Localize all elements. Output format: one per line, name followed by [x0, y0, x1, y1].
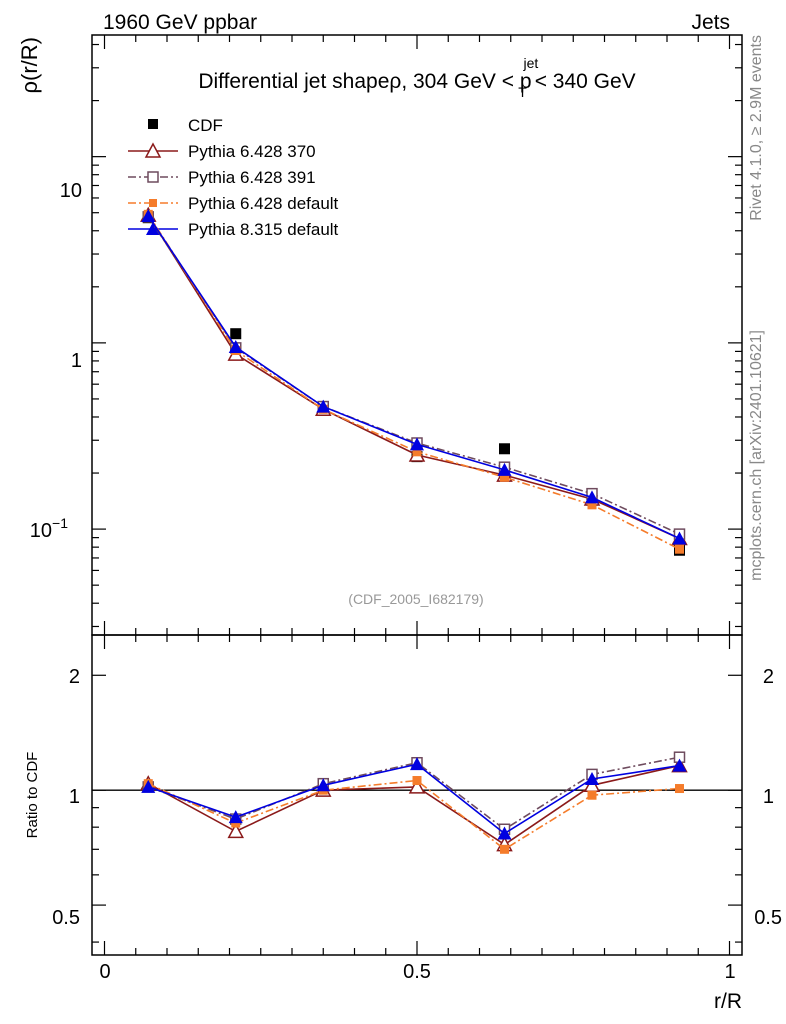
ratio-point-pythia-6-428-default	[412, 776, 422, 786]
title-sup: jet	[523, 55, 539, 71]
watermark: (CDF_2005_I682179)	[348, 591, 483, 607]
main-point-pythia-8-315-default	[316, 399, 331, 413]
main-plot-data	[139, 206, 688, 556]
ratio-ytick-label-1-left: 1	[69, 786, 80, 808]
main-point-pythia-8-315-default	[497, 462, 512, 476]
main-point-pythia-6-428-default	[587, 500, 597, 510]
ratio-ytick-label-1-right: 1	[763, 786, 774, 808]
ratio-point-pythia-8-315-default	[316, 778, 331, 792]
title-tail: < 340 GeV	[529, 70, 636, 93]
legend-label-p8default: Pythia 8.315 default	[188, 220, 339, 239]
ratio-point-pythia-8-315-default	[585, 771, 599, 785]
ratio-series-line-pythia-8-315-default	[148, 763, 680, 835]
title-sub: T	[518, 84, 527, 100]
ratio-plot-frame	[91, 634, 743, 956]
main-y-axis-label: ρ(r/R)	[17, 37, 42, 94]
header-left: 1960 GeV ppbar	[103, 11, 257, 34]
legend-marker-p391	[147, 171, 159, 183]
ratio-plot-data	[139, 751, 688, 854]
ratio-ytick-label-2-left: 2	[69, 666, 80, 688]
ratio-point-pythia-8-315-default	[672, 758, 687, 772]
legend-label-cdf: CDF	[188, 116, 223, 135]
ratio-point-pythia-6-428-370	[408, 778, 426, 794]
ytick-pow-base: 10	[30, 520, 52, 542]
ratio-ytick-label-0.5-right: 0.5	[754, 907, 782, 929]
ratio-point-pythia-8-315-default	[410, 757, 424, 771]
ratio-point-pythia-8-315-default	[228, 810, 243, 824]
main-point-pythia-6-428-default	[412, 447, 422, 457]
title-main: Differential jet shapeρ, 304 GeV < p	[198, 70, 531, 93]
ratio-ytick-label-2-right: 2	[763, 666, 774, 688]
legend-marker-cdf	[148, 119, 158, 129]
ratio-point-pythia-8-315-default	[141, 779, 156, 793]
legend: CDF Pythia 6.428 370 Pythia 6.428 391 Py…	[128, 116, 339, 239]
legend-label-p6default: Pythia 6.428 default	[188, 194, 339, 213]
ratio-point-pythia-6-428-370	[227, 822, 245, 839]
ratio-point-pythia-6-428-default	[675, 784, 684, 794]
main-point-cdf	[499, 443, 510, 455]
main-y-ticks	[92, 35, 742, 635]
main-series-line-pythia-6-428-370	[147, 214, 680, 540]
ytick-label-0.1: 10−1	[30, 515, 68, 542]
main-series-line-pythia-8-315-default	[147, 215, 680, 540]
legend-marker-p6default	[149, 199, 157, 207]
main-point-pythia-6-428-default	[675, 544, 684, 554]
legend-label-p370: Pythia 6.428 370	[188, 142, 316, 161]
xtick-label-0: 0	[99, 961, 110, 983]
legend-label-p391: Pythia 6.428 391	[188, 168, 316, 187]
ytick-pow-exp: −1	[52, 515, 68, 531]
header-right: Jets	[691, 11, 730, 34]
main-point-cdf	[230, 328, 242, 340]
ratio-y-axis-label: Ratio to CDF	[24, 752, 41, 839]
ratio-ytick-label-0.5-left: 0.5	[52, 907, 80, 929]
ratio-ticks	[92, 635, 742, 955]
xtick-label-0.5: 0.5	[403, 961, 431, 983]
main-title: Differential jet shapeρ, 304 GeV < pjet T…	[198, 55, 635, 100]
ratio-point-pythia-6-428-default	[587, 790, 597, 800]
ytick-label-10: 10	[60, 180, 82, 202]
ratio-point-pythia-8-315-default	[497, 826, 512, 840]
x-axis-label: r/R	[714, 990, 742, 1013]
legend-marker-p8default	[146, 222, 160, 235]
main-point-pythia-8-315-default	[585, 490, 599, 504]
main-point-pythia-8-315-default	[228, 340, 243, 354]
legend-marker-p370	[144, 142, 162, 158]
main-point-pythia-8-315-default	[410, 437, 424, 451]
xtick-label-1: 1	[724, 961, 735, 983]
ratio-point-pythia-6-428-default	[500, 844, 509, 854]
rivet-label: Rivet 4.1.0, ≥ 2.9M events	[748, 35, 765, 221]
main-point-pythia-8-315-default	[672, 531, 687, 545]
main-point-pythia-8-315-default	[141, 209, 156, 223]
main-series-line-pythia-6-428-default	[147, 213, 680, 550]
ytick-label-1: 1	[71, 350, 82, 372]
mcplots-label: mcplots.cern.ch [arXiv:2401.10621]	[748, 330, 765, 581]
main-series-line-pythia-6-428-391	[147, 216, 680, 535]
main-point-pythia-6-428-default	[500, 472, 509, 482]
